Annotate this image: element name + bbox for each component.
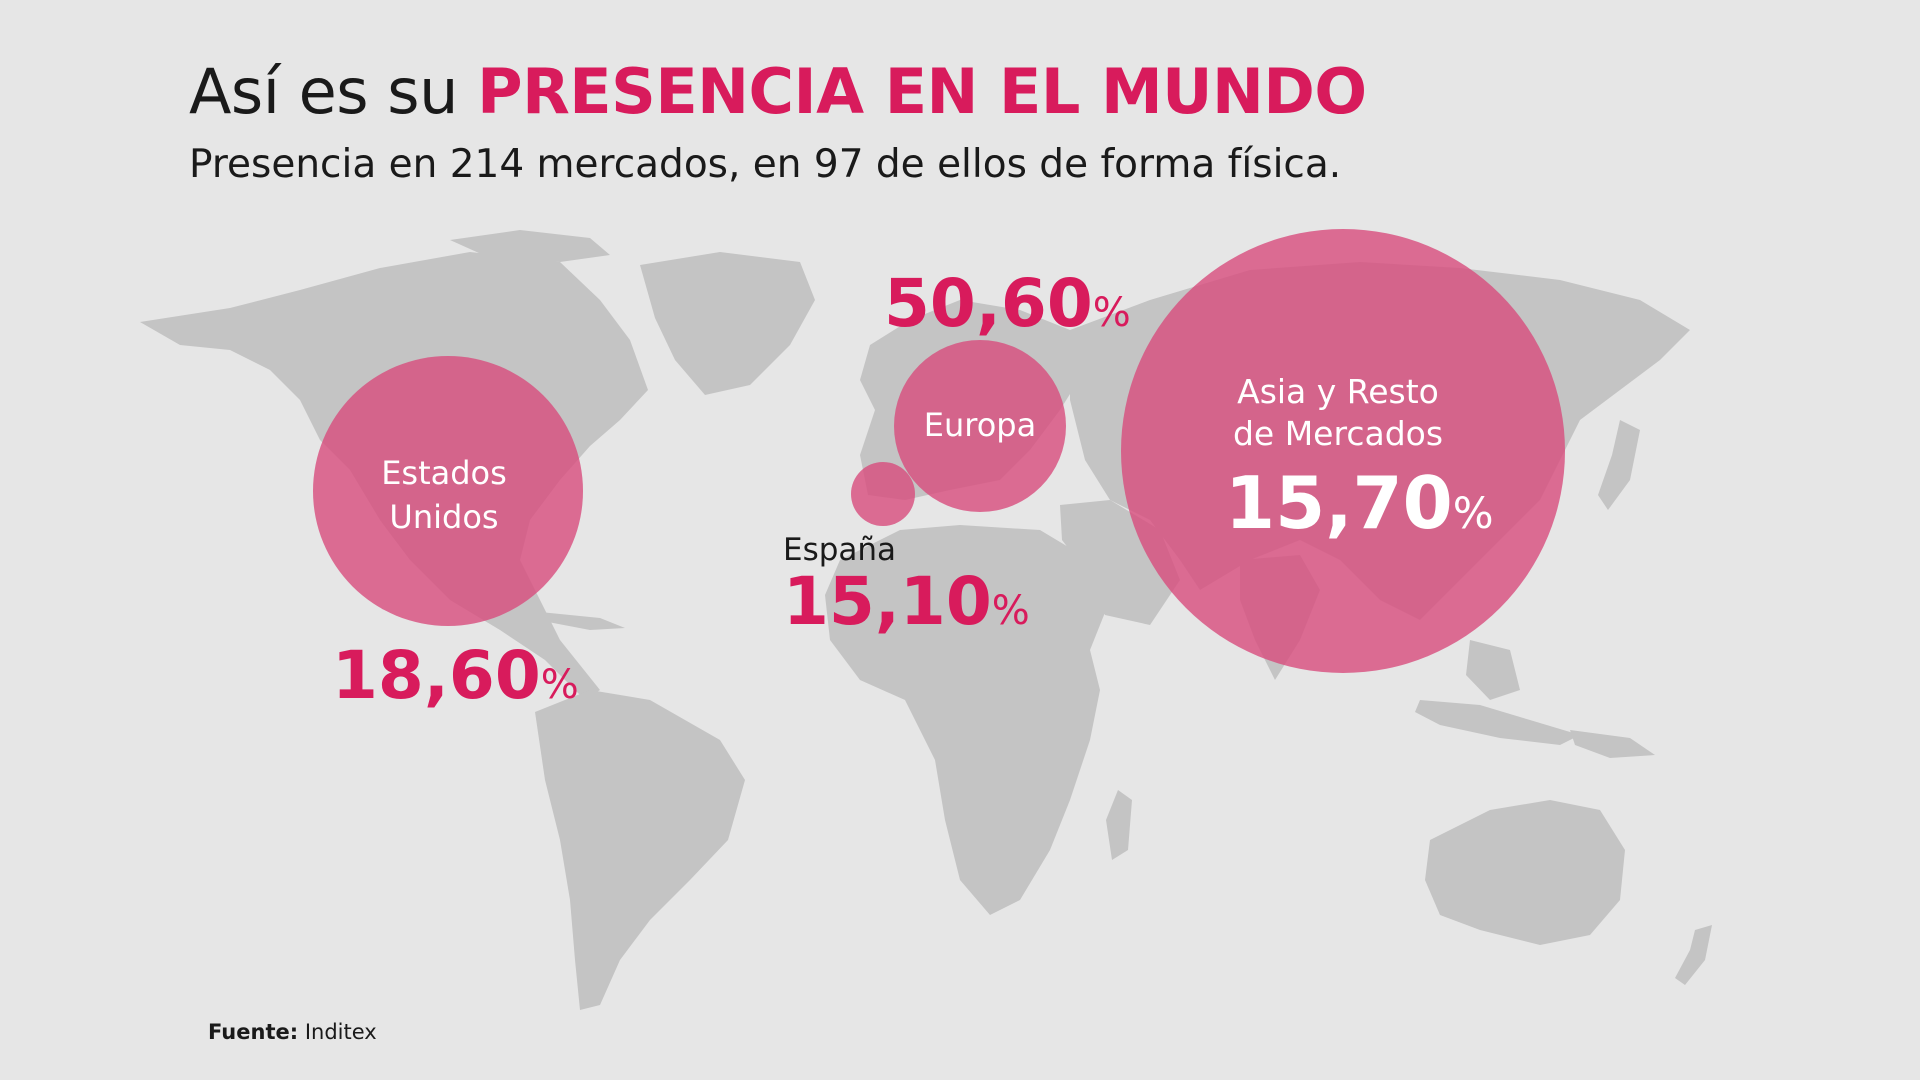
land-africa <box>825 525 1110 915</box>
land-borneo <box>1466 640 1520 700</box>
land-greenland <box>640 252 815 395</box>
estados-unidos-value: 18,60% <box>332 637 579 714</box>
source-label: Fuente: <box>208 1020 299 1044</box>
title-highlight: PRESENCIA EN EL MUNDO <box>477 55 1367 128</box>
europa-bubble <box>894 340 1066 512</box>
source-note: Fuente: Inditex <box>208 1020 377 1044</box>
espana-name-line: España <box>783 532 896 568</box>
land-new-guinea <box>1570 730 1655 758</box>
page-title: Así es su PRESENCIA EN EL MUNDO <box>189 55 1367 128</box>
europa-value: 50,60% <box>884 265 1131 342</box>
land-new-zealand <box>1675 925 1712 985</box>
land-madagascar <box>1106 790 1132 860</box>
page-subtitle: Presencia en 214 mercados, en 97 de ello… <box>189 142 1342 187</box>
source-value: Inditex <box>304 1020 377 1044</box>
asia-name-line: de Mercados <box>1233 414 1443 453</box>
land-australia <box>1425 800 1625 945</box>
estados-unidos-name-line: Estados <box>381 454 507 492</box>
estados-unidos-name-line: Unidos <box>389 498 498 536</box>
asia-bubble <box>1121 229 1565 673</box>
espana-bubble <box>851 462 915 526</box>
land-caribbean <box>540 612 625 630</box>
land-south-america <box>535 690 745 1010</box>
region-bubbles <box>313 229 1565 673</box>
land-indonesia <box>1415 700 1580 745</box>
title-prefix: Así es su <box>189 55 458 128</box>
asia-value: 15,70% <box>1225 461 1494 545</box>
region-labels: EstadosUnidos18,60%Europa50,60%España15,… <box>332 265 1494 714</box>
estados-unidos-bubble <box>313 356 583 626</box>
asia-name-line: Asia y Resto <box>1237 372 1439 411</box>
land-japan <box>1598 420 1640 510</box>
espana-value: 15,10% <box>783 563 1030 640</box>
europa-name-line: Europa <box>924 406 1036 444</box>
land-arctic-islands <box>450 230 610 262</box>
